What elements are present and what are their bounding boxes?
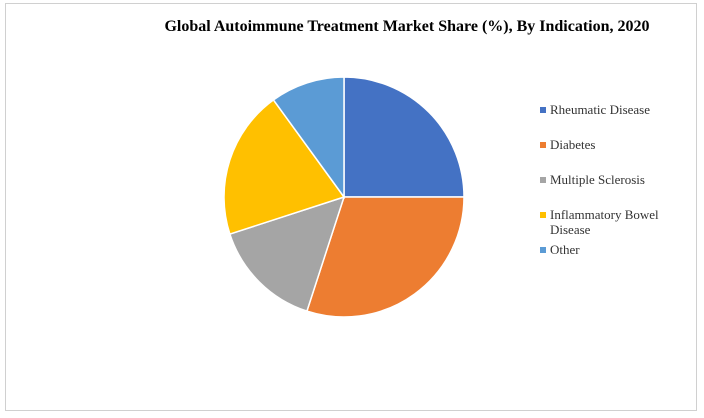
chart-frame [5,3,697,411]
legend-label: Other [550,242,580,257]
legend-swatch [540,177,546,183]
legend-item: Multiple Sclerosis [538,172,688,207]
chart-title: Global Autoimmune Treatment Market Share… [164,18,650,35]
legend-swatch [540,142,546,148]
pie-slice [343,76,465,198]
legend-swatch [540,107,546,113]
legend-label: Diabetes [550,137,596,152]
legend-label: Inflammatory Bowel Disease [550,207,659,237]
legend-label: Rheumatic Disease [550,102,650,117]
legend-item: Diabetes [538,137,688,172]
legend: Rheumatic Disease Diabetes Multiple Sclero… [538,102,688,277]
pie-slice [305,196,465,318]
pie-slice [223,98,346,236]
legend-swatch [540,247,546,253]
legend-item: Other [538,242,688,277]
legend-item: Inflammatory Bowel Disease [538,207,688,242]
pie-slice [272,76,345,200]
legend-swatch [540,212,546,218]
legend-label: Multiple Sclerosis [550,172,645,187]
legend-item: Rheumatic Disease [538,102,688,137]
